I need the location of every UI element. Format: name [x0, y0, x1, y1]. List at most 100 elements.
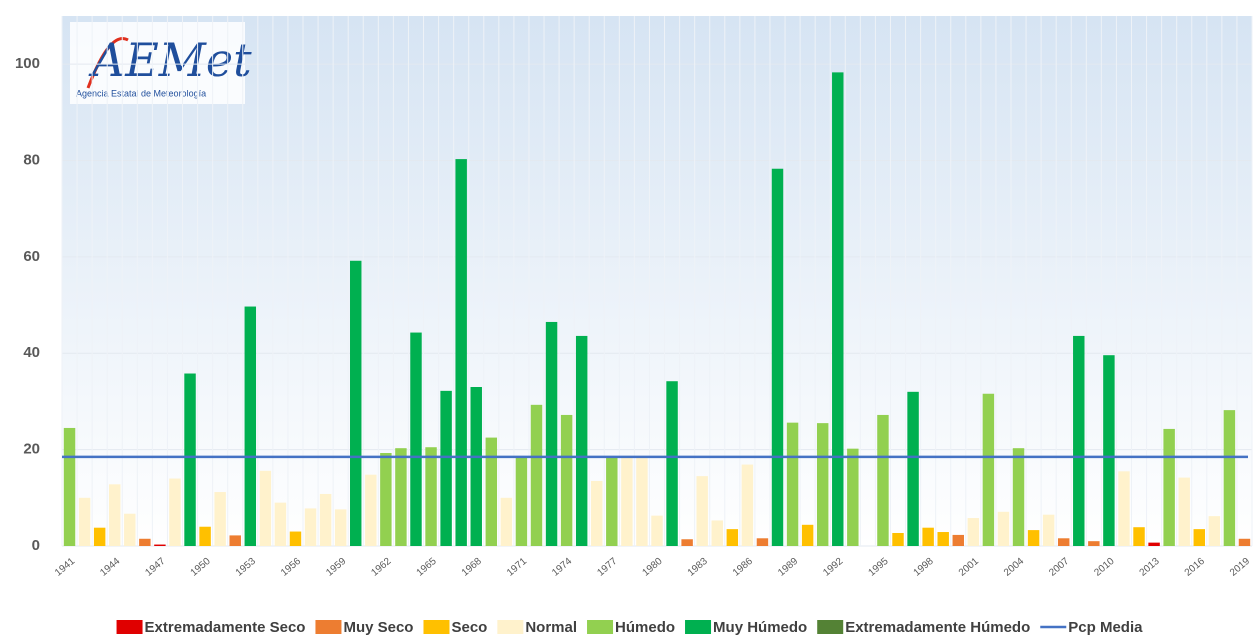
- legend-swatch: [116, 620, 143, 634]
- bar: [515, 456, 528, 546]
- legend-label: Normal: [525, 619, 577, 636]
- bar: [591, 480, 603, 546]
- bar: [63, 427, 76, 546]
- bar: [229, 535, 241, 546]
- bar: [1148, 542, 1160, 546]
- x-tick-label: 2007: [1047, 556, 1071, 579]
- x-tick-label: 1974: [550, 556, 574, 579]
- bar: [1012, 448, 1025, 546]
- bar: [440, 390, 452, 546]
- bar: [1238, 538, 1251, 546]
- x-tick-label: 2001: [957, 556, 981, 579]
- bar: [139, 538, 151, 546]
- x-tick-label: 1992: [821, 556, 845, 579]
- bar: [395, 448, 407, 546]
- bar: [560, 414, 573, 546]
- bar: [1103, 355, 1115, 546]
- bar: [816, 423, 829, 546]
- y-tick-label: 80: [23, 152, 40, 169]
- legend-label: Extremadamente Húmedo: [845, 619, 1030, 636]
- legend-label: Muy Húmedo: [713, 619, 807, 636]
- bar: [154, 544, 166, 546]
- bar: [907, 391, 919, 546]
- bar: [651, 515, 663, 546]
- x-tick-label: 1983: [686, 556, 710, 579]
- x-tick-label: 1953: [234, 556, 258, 579]
- bar: [892, 532, 904, 546]
- bar: [726, 529, 739, 546]
- legend-swatch: [587, 620, 614, 634]
- bar: [756, 538, 769, 546]
- y-tick-label: 60: [23, 248, 40, 265]
- y-tick-label: 100: [15, 55, 40, 72]
- logo-subtitle: Agencia Estatal de Meteorología: [76, 88, 206, 98]
- bar: [425, 447, 437, 546]
- bar: [696, 476, 708, 546]
- legend-swatch: [423, 620, 450, 634]
- bar: [832, 72, 844, 546]
- bar: [1118, 471, 1130, 546]
- bar: [711, 520, 723, 546]
- x-tick-label: 2013: [1138, 556, 1162, 579]
- bar: [334, 509, 347, 546]
- legend-swatch: [315, 620, 342, 634]
- bar: [500, 497, 513, 546]
- legend-label: Húmedo: [615, 619, 675, 636]
- logo-text: AEMet: [88, 33, 252, 87]
- bar: [1178, 477, 1190, 546]
- bar: [274, 502, 287, 546]
- bar: [1027, 530, 1040, 546]
- x-tick-label: 2010: [1092, 556, 1116, 579]
- bar: [636, 457, 648, 546]
- legend-label: Seco: [451, 619, 487, 636]
- bar: [1193, 529, 1206, 546]
- x-tick-label: 1959: [324, 556, 348, 579]
- bar: [93, 527, 106, 546]
- legend-swatch: [817, 620, 844, 634]
- bar: [982, 393, 995, 546]
- y-tick-label: 20: [23, 441, 40, 458]
- bar: [455, 159, 467, 546]
- bar: [847, 448, 859, 546]
- x-tick-label: 1986: [731, 556, 755, 579]
- bar: [485, 437, 498, 546]
- bar: [606, 456, 618, 546]
- bar: [1133, 527, 1145, 546]
- legend-swatch: [685, 620, 712, 634]
- bar: [530, 404, 543, 546]
- x-tick-label: 1956: [279, 556, 303, 579]
- x-tick-label: 1989: [776, 556, 800, 579]
- legend: Extremadamente Seco Muy Seco Seco Normal Húm…: [116, 619, 1143, 636]
- x-tick-label: 1950: [189, 556, 213, 579]
- bar: [470, 387, 482, 546]
- x-tick-label: 1965: [415, 556, 439, 579]
- x-tick-label: 1968: [460, 556, 484, 579]
- bar: [1042, 514, 1055, 546]
- x-tick-label: 1980: [641, 556, 665, 579]
- x-tick-label: 2019: [1228, 556, 1252, 579]
- legend-swatch: [497, 620, 524, 634]
- bar: [1073, 335, 1085, 546]
- bar: [184, 373, 196, 546]
- bar: [666, 381, 678, 546]
- bar: [380, 453, 392, 546]
- bar: [1223, 410, 1236, 546]
- bar: [289, 531, 302, 546]
- bar: [1057, 538, 1070, 546]
- legend-label: Muy Seco: [343, 619, 413, 636]
- bar: [545, 321, 558, 546]
- bar: [350, 260, 362, 546]
- bar: [108, 484, 121, 546]
- bar: [169, 478, 181, 546]
- x-tick-label: 1947: [143, 556, 167, 579]
- bar: [575, 335, 588, 546]
- bar: [124, 513, 136, 546]
- x-tick-label: 1995: [866, 556, 890, 579]
- bar: [259, 470, 272, 546]
- x-tick-label: 1941: [53, 556, 77, 579]
- bar: [304, 508, 317, 546]
- x-tick-label: 1977: [595, 556, 619, 579]
- bar: [1088, 541, 1100, 546]
- x-tick-label: 1998: [912, 556, 936, 579]
